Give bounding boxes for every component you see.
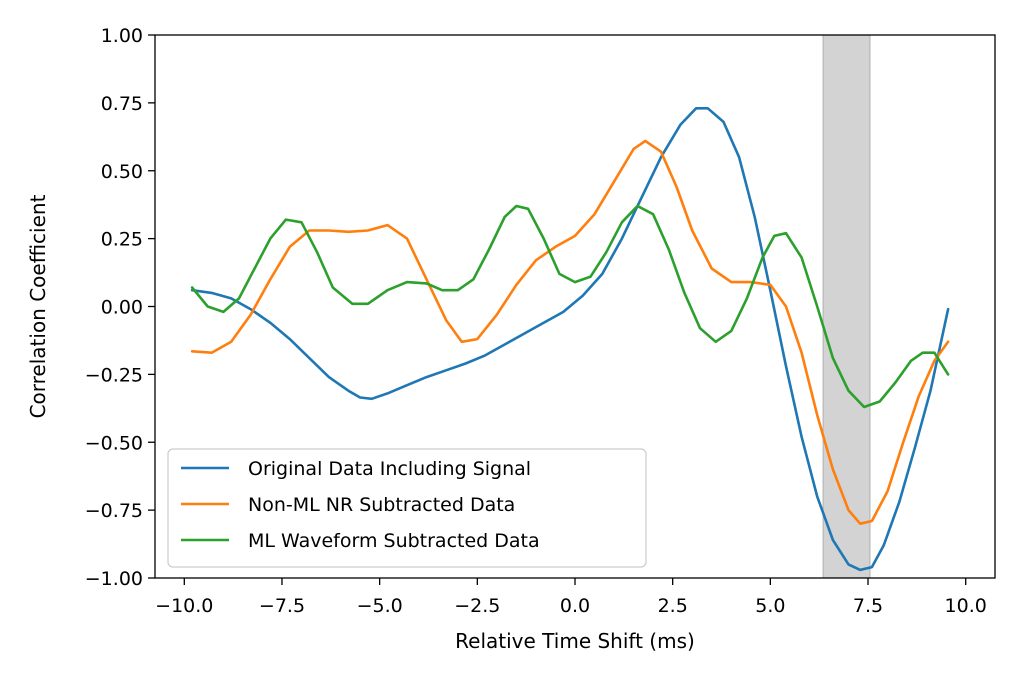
x-axis-label: Relative Time Shift (ms) <box>455 629 695 653</box>
legend-label: Non-ML NR Subtracted Data <box>248 494 515 516</box>
y-tick-label: 0.50 <box>101 161 143 183</box>
y-tick-label: 0.00 <box>101 297 143 319</box>
x-tick-label: 5.0 <box>755 595 785 617</box>
y-tick-label: 1.00 <box>101 25 143 47</box>
x-tick-label: −10.0 <box>155 595 213 617</box>
y-tick-label: 0.25 <box>101 229 143 251</box>
y-tick-label: −0.50 <box>85 432 143 454</box>
series-line-1 <box>190 107 950 572</box>
legend-box <box>167 448 647 568</box>
x-tick-label: −2.5 <box>454 595 500 617</box>
x-tick-label: −5.0 <box>357 595 403 617</box>
series-line-3 <box>190 204 950 409</box>
series-line-2 <box>190 139 950 525</box>
y-axis-label: Correlation Coefficient <box>26 194 50 418</box>
legend-label: ML Waveform Subtracted Data <box>248 530 540 552</box>
legend: Original Data Including Signal Non-ML NR … <box>167 448 647 568</box>
x-tick-label: 2.5 <box>658 595 688 617</box>
shaded-region <box>822 34 871 579</box>
y-tick-label: −0.75 <box>85 500 143 522</box>
y-tick-label: −1.00 <box>85 568 143 590</box>
x-tick-label: 10.0 <box>945 595 987 617</box>
y-tick-label: 0.75 <box>101 93 143 115</box>
legend-label: Original Data Including Signal <box>248 458 531 480</box>
x-tick-label: −7.5 <box>259 595 305 617</box>
y-tick-label: −0.25 <box>85 364 143 386</box>
x-tick-label: 0.0 <box>560 595 590 617</box>
x-tick-label: 7.5 <box>853 595 883 617</box>
